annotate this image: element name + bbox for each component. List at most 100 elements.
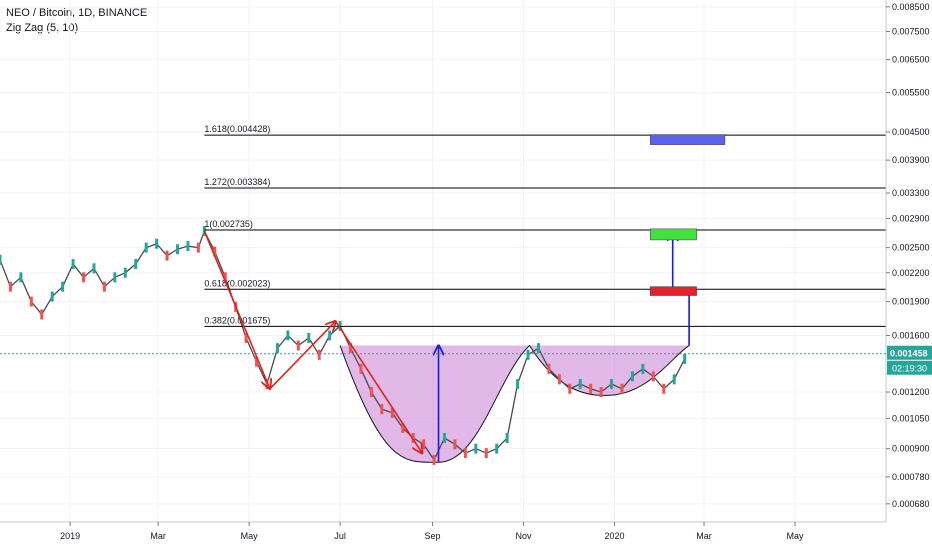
countdown-label: 02:19:30 — [892, 364, 927, 374]
target-boxes — [650, 134, 726, 296]
breakout-path — [688, 288, 697, 346]
candle — [620, 383, 624, 394]
candle — [662, 383, 666, 394]
y-tick-label: 0.000680 — [892, 499, 930, 509]
candle — [442, 433, 446, 444]
candle — [123, 267, 127, 278]
y-tick-label: 0.008500 — [892, 2, 930, 12]
candle — [317, 349, 321, 360]
candle — [29, 296, 33, 307]
candle — [275, 343, 279, 354]
candle — [516, 379, 520, 390]
x-tick-label: 2020 — [605, 531, 625, 541]
current-price-label: 0.001458 — [890, 349, 928, 359]
candle — [155, 238, 159, 249]
x-tick-label: 2019 — [60, 531, 80, 541]
x-tick-label: May — [241, 531, 259, 541]
y-tick-label: 0.002200 — [892, 268, 930, 278]
candle — [50, 291, 54, 302]
zigzag-arrow — [269, 321, 336, 390]
candle — [61, 281, 65, 292]
y-tick-label: 0.002500 — [892, 243, 930, 253]
candle — [495, 443, 499, 454]
candle — [196, 242, 200, 253]
candle — [484, 448, 488, 459]
y-tick-label: 0.003900 — [892, 155, 930, 165]
x-tick-label: Mar — [696, 531, 712, 541]
fib-label: 1(0.002735) — [204, 219, 253, 229]
x-tick-label: Jul — [334, 531, 346, 541]
y-tick-label: 0.004500 — [892, 127, 930, 137]
candle — [92, 263, 96, 274]
candle — [630, 371, 634, 382]
fib-label: 0.618(0.002023) — [204, 278, 270, 288]
symbol-title[interactable]: NEO / Bitcoin, 1D, BINANCE — [6, 7, 148, 19]
candle — [390, 407, 394, 418]
zigzag-arrow — [334, 320, 423, 453]
candle — [536, 343, 540, 354]
x-tick-label: May — [787, 531, 805, 541]
candle — [505, 433, 509, 444]
x-tick-label: Mar — [150, 531, 166, 541]
target-box — [650, 134, 726, 145]
candle — [296, 340, 300, 351]
price-line — [0, 229, 686, 462]
candle — [113, 272, 117, 283]
candle — [610, 379, 614, 390]
candle — [432, 454, 436, 465]
y-tick-label: 0.006500 — [892, 55, 930, 65]
y-tick-label: 0.000900 — [892, 444, 930, 454]
fib-label: 0.382(0.001675) — [204, 315, 270, 325]
candle — [641, 363, 645, 374]
candle — [40, 309, 44, 320]
candle — [401, 422, 405, 433]
candle — [338, 320, 342, 331]
candle — [359, 363, 363, 374]
candle — [526, 349, 530, 360]
cup-and-handle-pattern — [339, 344, 690, 463]
current-price-bg — [887, 345, 932, 360]
y-tick-label: 0.001600 — [892, 330, 930, 340]
candle — [672, 374, 676, 385]
fib-label: 1.618(0.004428) — [204, 124, 270, 134]
y-tick-label: 0.003300 — [892, 188, 930, 198]
candle — [82, 272, 86, 283]
target-box — [650, 286, 697, 296]
y-tick-label: 0.002900 — [892, 213, 930, 223]
candle — [223, 272, 227, 283]
candle — [0, 254, 2, 265]
zigzag-arrow — [203, 230, 270, 389]
candle — [547, 363, 551, 374]
candle — [165, 250, 169, 261]
candle — [286, 330, 290, 341]
candle — [244, 332, 248, 343]
candle — [422, 439, 426, 450]
y-tick-label: 0.005500 — [892, 87, 930, 97]
candle — [255, 356, 259, 367]
candle — [474, 443, 478, 454]
candle — [8, 281, 12, 292]
candle — [186, 241, 190, 252]
x-tick-label: Sep — [425, 531, 441, 541]
candle — [328, 330, 332, 341]
candle — [19, 272, 23, 283]
candle — [213, 246, 217, 257]
candle — [599, 387, 603, 398]
candle — [102, 281, 106, 292]
target-box — [650, 228, 697, 241]
candle — [453, 439, 457, 450]
candle — [557, 374, 561, 385]
candle — [683, 353, 687, 364]
candle — [369, 387, 373, 398]
candle — [568, 383, 572, 394]
candle — [589, 383, 593, 394]
fibonacci-levels: 1.618(0.004428) 1.272(0.003384) 1(0.002735… — [204, 124, 886, 327]
candle — [578, 379, 582, 390]
y-tick-label: 0.000780 — [892, 472, 930, 482]
candle — [380, 404, 384, 415]
candle — [349, 343, 353, 354]
grid — [0, 0, 886, 522]
candle — [463, 448, 467, 459]
